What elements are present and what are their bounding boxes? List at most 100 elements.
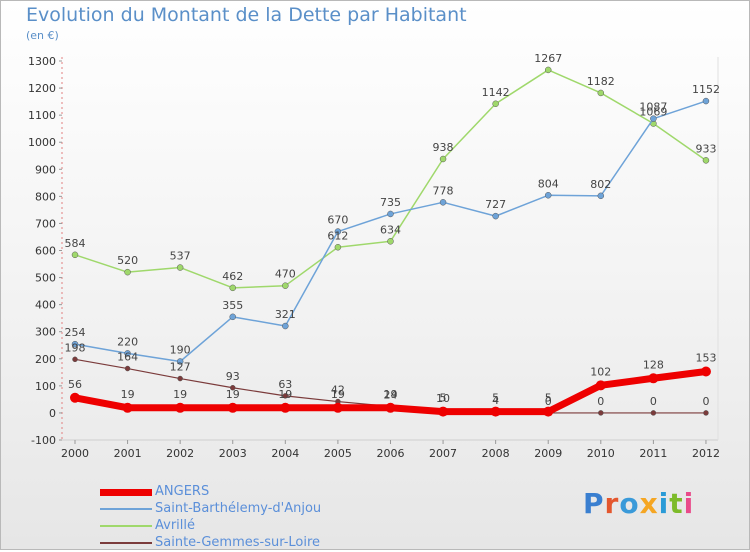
x-tick-label: 2002 <box>166 447 194 460</box>
data-point <box>177 375 183 382</box>
data-label: 5 <box>545 392 552 405</box>
data-label: 19 <box>226 388 240 401</box>
y-tick-label: 800 <box>35 190 56 203</box>
data-label: 56 <box>68 378 82 391</box>
data-label: 1087 <box>639 101 667 114</box>
logo-letter: x <box>639 487 659 520</box>
data-point <box>332 402 343 413</box>
data-label: 19 <box>278 388 292 401</box>
y-tick-label: 600 <box>35 245 56 258</box>
legend-swatch <box>100 508 152 510</box>
x-tick-label: 2011 <box>639 447 667 460</box>
data-label: 19 <box>121 388 135 401</box>
data-point <box>124 365 131 372</box>
data-point <box>492 212 499 220</box>
data-point <box>492 100 499 108</box>
y-tick-label: 1300 <box>28 55 56 68</box>
data-point <box>650 115 657 122</box>
data-label: 198 <box>65 341 86 354</box>
x-tick-label: 2004 <box>271 447 299 460</box>
data-point <box>544 192 552 199</box>
data-label: 727 <box>485 198 506 211</box>
data-point <box>175 402 186 413</box>
data-label: 802 <box>590 178 611 191</box>
data-label: 778 <box>433 184 454 197</box>
data-point <box>71 340 79 348</box>
logo-letter: t <box>669 487 684 520</box>
data-label: 612 <box>327 229 348 242</box>
legend-swatch <box>100 489 152 496</box>
x-tick-label: 2001 <box>114 447 142 460</box>
data-label: 19 <box>383 388 397 401</box>
data-label: 128 <box>643 358 664 371</box>
data-point <box>597 192 605 200</box>
data-point <box>334 244 342 251</box>
data-label: 1152 <box>692 83 720 96</box>
data-point <box>176 358 184 365</box>
data-label: 0 <box>597 395 604 408</box>
x-tick-label: 2005 <box>324 447 352 460</box>
data-point <box>438 406 449 417</box>
data-label: 1267 <box>534 52 562 65</box>
logo-letter: i <box>658 487 670 520</box>
data-point <box>282 322 289 330</box>
y-tick-label: 100 <box>35 380 56 393</box>
y-tick-label: 700 <box>35 217 56 230</box>
data-point <box>387 210 394 218</box>
x-tick-label: 2009 <box>534 447 562 460</box>
data-label: 93 <box>226 370 240 383</box>
data-label: 938 <box>433 141 454 154</box>
logo-letter: i <box>683 487 695 520</box>
data-point <box>439 199 447 206</box>
data-label: 470 <box>275 268 296 281</box>
data-label: 5 <box>492 392 499 405</box>
data-point <box>124 268 131 276</box>
data-point <box>702 97 710 105</box>
data-label: 220 <box>117 335 138 348</box>
data-label: 4 <box>492 394 499 407</box>
data-point <box>282 393 289 399</box>
legend-swatch <box>100 525 152 527</box>
legend-label: Avrillé <box>155 518 196 533</box>
data-point <box>702 157 710 164</box>
data-label: 537 <box>170 250 191 263</box>
data-label: 63 <box>278 378 292 391</box>
data-point <box>176 264 184 271</box>
data-label: 0 <box>650 395 657 408</box>
data-label: 5 <box>440 392 447 405</box>
chart-unit: (en €) <box>26 29 59 42</box>
series-1 <box>71 97 710 365</box>
data-point <box>227 402 238 413</box>
data-point <box>122 402 133 413</box>
data-point <box>72 356 78 363</box>
chart-title: Evolution du Montant de la Dette par Hab… <box>26 4 467 26</box>
data-point <box>597 89 605 97</box>
x-tick-label: 2008 <box>482 447 510 460</box>
y-tick-label: -100 <box>31 434 56 447</box>
x-tick-label: 2000 <box>61 447 89 460</box>
data-point <box>544 66 552 74</box>
x-tick-label: 2010 <box>587 447 615 460</box>
data-label: 254 <box>65 326 86 339</box>
data-point <box>648 373 659 384</box>
data-label: 584 <box>65 237 86 250</box>
series-0 <box>70 366 711 417</box>
x-tick-label: 2006 <box>376 447 404 460</box>
data-label: 19 <box>173 388 187 401</box>
data-point <box>70 392 80 403</box>
data-label: 1069 <box>639 106 667 119</box>
data-label: 520 <box>117 254 138 267</box>
data-point <box>71 251 79 259</box>
data-point <box>282 282 289 289</box>
data-label: 634 <box>380 223 401 236</box>
x-tick-label: 2003 <box>219 447 247 460</box>
data-point <box>229 313 236 321</box>
y-tick-label: 1000 <box>28 136 56 149</box>
data-point <box>334 228 342 235</box>
data-point <box>387 238 394 245</box>
data-label: 102 <box>590 365 611 378</box>
data-point <box>385 402 396 413</box>
data-point <box>490 406 501 417</box>
